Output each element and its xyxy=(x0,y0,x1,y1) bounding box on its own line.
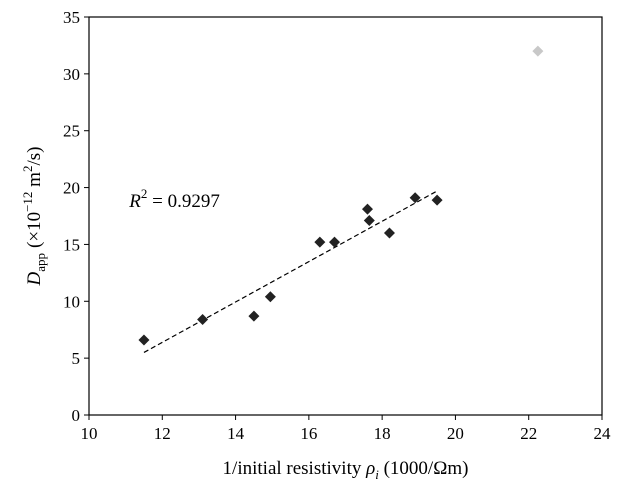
y-tick-label: 0 xyxy=(72,406,81,425)
r-squared-value: = 0.9297 xyxy=(147,191,219,212)
x-tick-label: 12 xyxy=(154,424,171,443)
x-tick-label: 20 xyxy=(447,424,464,443)
y-axis-title-units-close: /s) xyxy=(24,147,45,166)
data-points xyxy=(138,45,544,346)
data-point xyxy=(264,291,276,303)
data-point xyxy=(329,236,341,248)
data-point xyxy=(138,334,150,346)
data-point xyxy=(431,194,443,206)
y-tick-label: 15 xyxy=(63,235,80,254)
trendline xyxy=(143,190,438,353)
r-squared-annotation: R2 = 0.9297 xyxy=(128,186,220,212)
data-point xyxy=(532,45,544,57)
x-tick-label: 22 xyxy=(520,424,537,443)
x-tick-label: 24 xyxy=(594,424,612,443)
x-axis-title: 1/initial resistivity ρi (1000/Ωm) xyxy=(223,458,469,482)
x-axis-title-subscript: i xyxy=(375,467,379,482)
x-tick-label: 10 xyxy=(81,424,98,443)
r-squared-symbol: R xyxy=(128,191,141,212)
x-tick-label: 14 xyxy=(227,424,245,443)
y-tick-label: 5 xyxy=(72,349,81,368)
data-point xyxy=(314,236,326,248)
y-axis-title-units-m: m xyxy=(24,172,45,192)
y-tick-label: 25 xyxy=(63,122,80,141)
data-point xyxy=(361,203,373,215)
data-point xyxy=(363,215,375,227)
y-axis-title-units-open: (×10 xyxy=(24,212,45,248)
r-squared-exponent: 2 xyxy=(141,186,148,201)
x-axis-title-symbol: ρ xyxy=(365,458,375,479)
x-tick-label: 16 xyxy=(300,424,317,443)
plot-axes xyxy=(88,16,603,416)
y-axis-title: Dapp (×10−12 m2/s) xyxy=(20,147,48,287)
x-axis-title-prefix: 1/initial resistivity xyxy=(223,458,367,479)
data-point xyxy=(383,227,395,239)
y-tick-label: 30 xyxy=(63,65,80,84)
data-point xyxy=(197,313,209,325)
y-tick-label: 20 xyxy=(63,179,80,198)
y-axis-title-units-exponent: −12 xyxy=(20,192,35,212)
y-tick-label: 10 xyxy=(63,292,80,311)
y-axis-title-symbol: D xyxy=(24,271,45,286)
y-tick-label: 35 xyxy=(63,8,80,27)
data-point xyxy=(409,192,421,204)
data-point xyxy=(248,310,260,322)
x-tick-label: 18 xyxy=(374,424,391,443)
plot-frame xyxy=(88,16,603,416)
axis-ticks: 10 12 14 16 18 20 22 24 0 5 10 15 20 25 30 35 xyxy=(63,8,611,443)
y-axis-title-subscript: app xyxy=(33,253,48,272)
y-axis-title-units-exponent-2: 2 xyxy=(20,166,35,173)
trendline-group xyxy=(143,190,438,353)
x-axis-title-suffix: (1000/Ωm) xyxy=(379,458,469,479)
